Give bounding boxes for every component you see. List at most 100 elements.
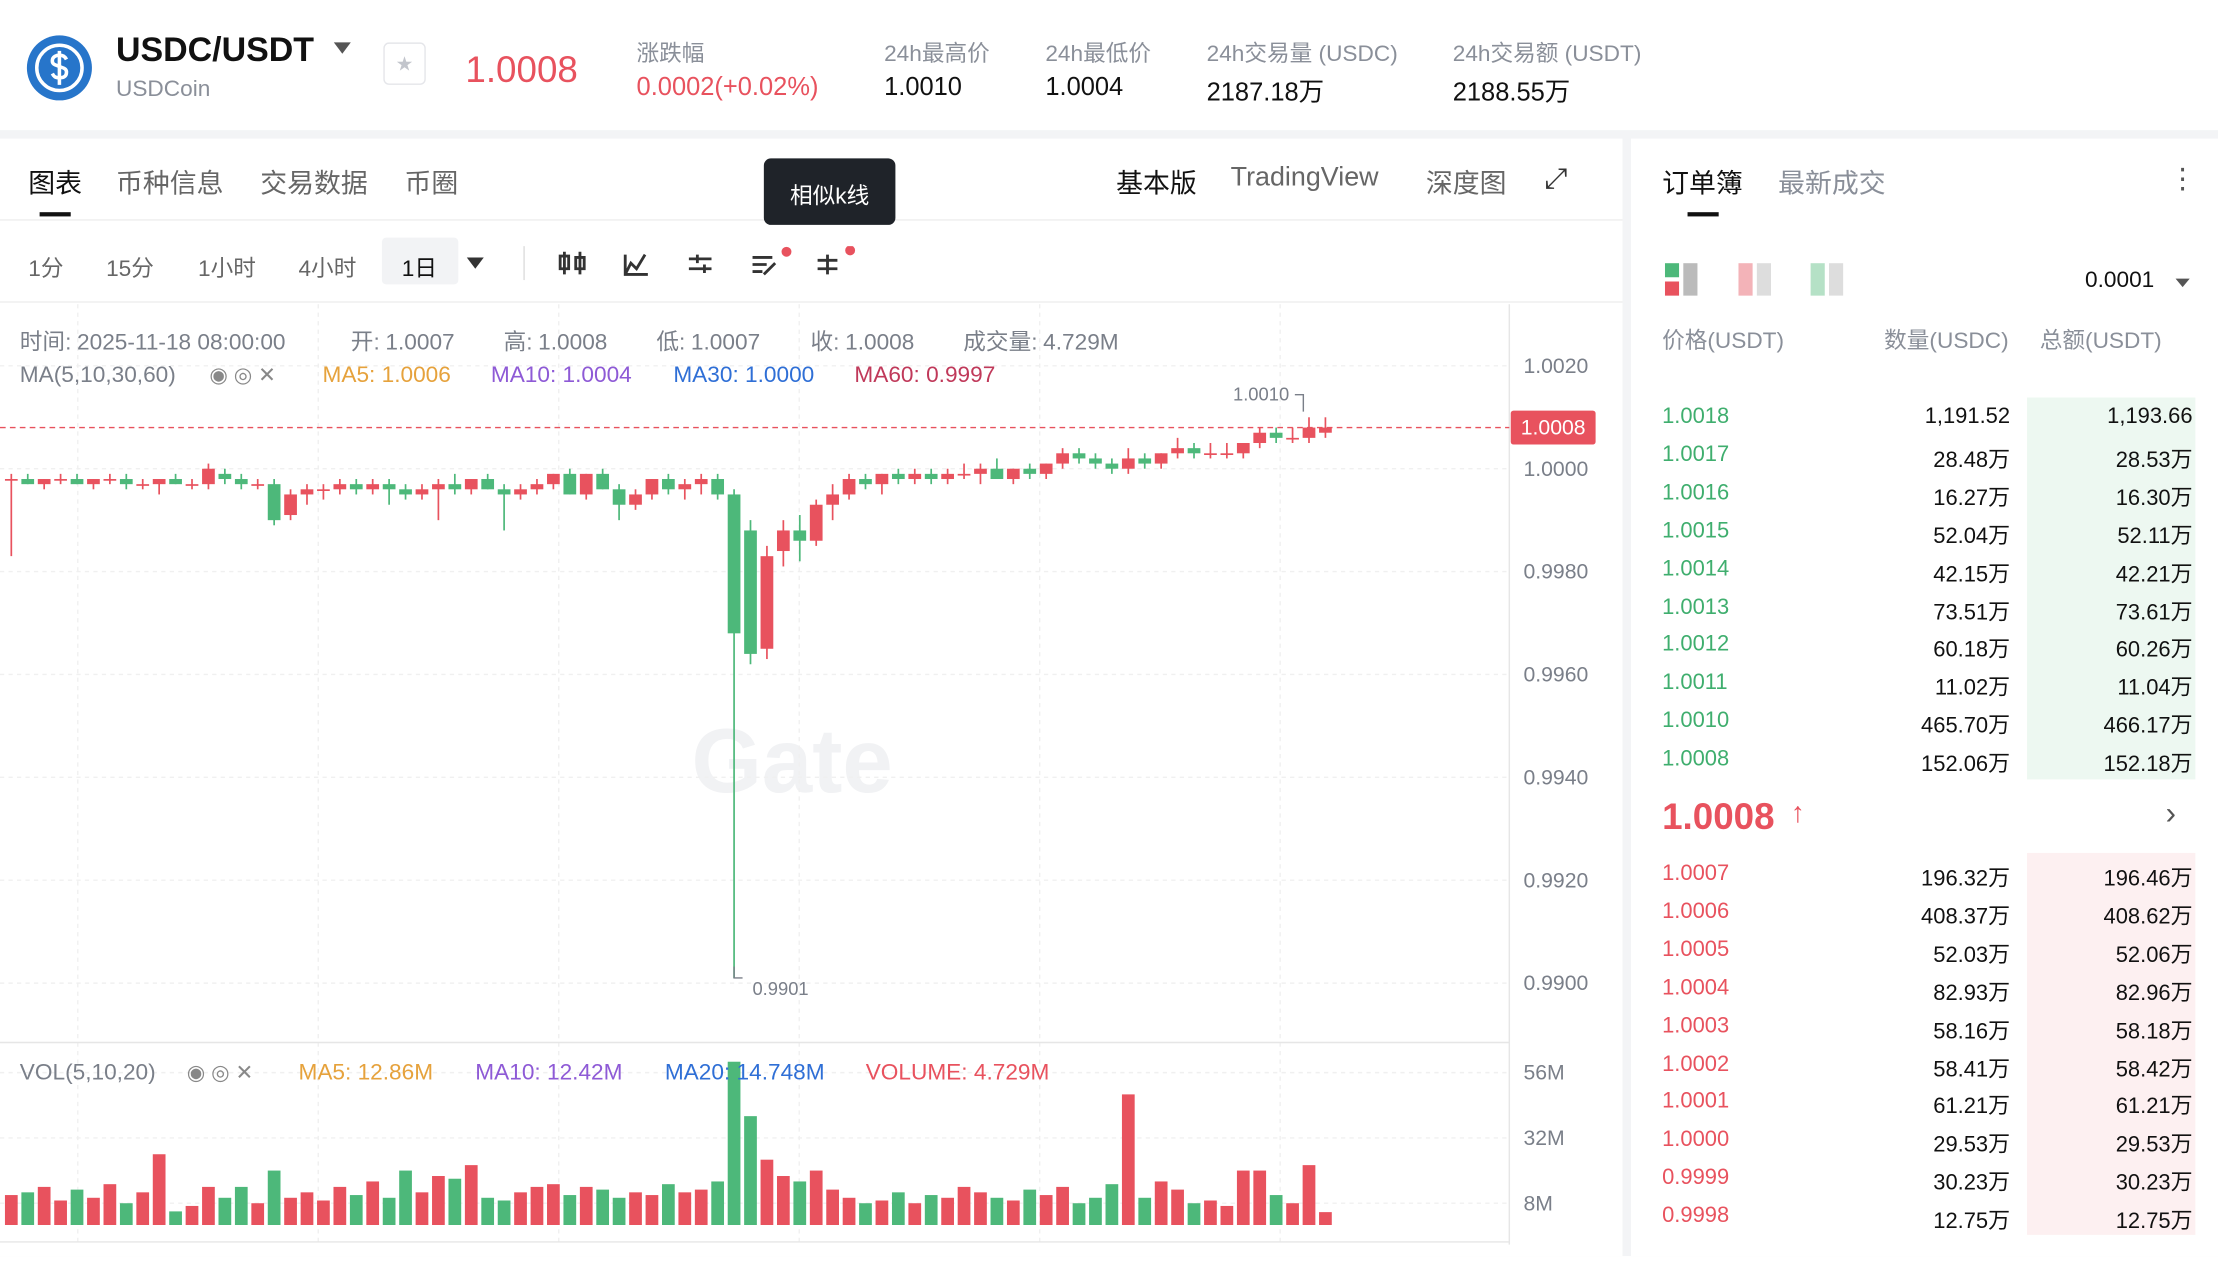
watermark: Gate xyxy=(692,711,893,812)
volume-bar xyxy=(1138,1197,1152,1225)
volume-bar xyxy=(481,1197,495,1225)
view-option[interactable]: TradingView xyxy=(1230,162,1379,193)
candle-body xyxy=(333,484,347,490)
volume-bar xyxy=(87,1197,100,1225)
volume-bar xyxy=(547,1184,560,1225)
ob-total: 52.06万 xyxy=(2115,943,2193,968)
volume-bar xyxy=(1236,1170,1250,1225)
candle-body xyxy=(694,479,708,485)
volume-bar xyxy=(1039,1195,1053,1225)
volume-bar xyxy=(251,1203,265,1225)
tab[interactable]: 图表 xyxy=(28,169,83,200)
max-label: 1.0010 xyxy=(1233,383,1289,404)
more-button[interactable]: ⋮ xyxy=(2168,164,2197,196)
interval[interactable]: 1分 xyxy=(28,257,64,282)
info-label: 高: xyxy=(503,331,533,356)
stat-label: 24h交易量 (USDC) xyxy=(1206,42,1398,67)
volume-bar xyxy=(842,1197,856,1225)
ob-tab[interactable]: 订单簿 xyxy=(1662,169,1743,200)
candle-body xyxy=(547,473,560,485)
ob-tab[interactable]: 最新成交 xyxy=(1778,169,1886,200)
candle-body xyxy=(974,468,987,474)
vol-legend-item: MA5: 12.86M xyxy=(298,1060,434,1085)
stat-value: 1.0004 xyxy=(1045,72,1124,101)
candle-body xyxy=(1072,453,1086,459)
y-tick-label: 0.9940 xyxy=(1523,766,1588,789)
volume-bar xyxy=(1154,1181,1168,1225)
ob-total: 73.61万 xyxy=(2115,600,2193,625)
pair[interactable]: USDC/USDT xyxy=(115,31,315,70)
volume-bar xyxy=(744,1116,757,1225)
fullscreen-button[interactable]: ⤢ xyxy=(1544,164,1568,196)
favorite-button[interactable]: ★ xyxy=(383,42,426,85)
tool-icons[interactable] xyxy=(552,246,877,280)
candle-body xyxy=(1006,468,1020,480)
order-book: 订单簿 最新成交 ⋮ 0.0001 价格(USDT) 数量(USDC) 总额(U… xyxy=(1630,138,2218,1257)
interval-selected-bg xyxy=(381,237,459,285)
candle-body xyxy=(1236,443,1250,454)
info-label: 成交量: xyxy=(963,331,1038,356)
col-header: 数量(USDC) xyxy=(1884,329,2009,354)
candle-body xyxy=(612,489,626,505)
ob-row: 1.0002 58.41万 58.42万 xyxy=(1631,1046,2218,1084)
info-label: 时间: xyxy=(19,331,72,356)
volume-bar xyxy=(1187,1203,1201,1225)
interval-dropdown[interactable] xyxy=(466,257,484,269)
ob-price: 1.0015 xyxy=(1662,518,1730,543)
view-icons[interactable] xyxy=(1664,263,1849,297)
ob-row: 1.0006 408.37万 408.62万 xyxy=(1631,894,2218,932)
ob-price: 1.0001 xyxy=(1662,1089,1730,1114)
y-tick-label: 0.9900 xyxy=(1523,972,1588,995)
volume-bar xyxy=(941,1197,954,1225)
volume-bar xyxy=(793,1181,807,1225)
ob-total: 196.46万 xyxy=(2103,867,2193,892)
volume-bar xyxy=(629,1192,642,1225)
last-price-tag xyxy=(1510,410,1596,445)
vol-legend-name: VOL(5,10,20) xyxy=(19,1060,156,1085)
interval[interactable]: 1日 xyxy=(401,257,437,282)
vol-legend-item: MA20: 14.748M xyxy=(664,1060,825,1085)
expand-button[interactable]: › xyxy=(2165,794,2177,831)
candle-body xyxy=(678,484,692,490)
legend-icons[interactable]: ◉ ◎ ✕ xyxy=(186,1060,254,1085)
volume-bar xyxy=(169,1211,182,1225)
info-item: 收: 1.0008 xyxy=(811,323,915,357)
precision[interactable]: 0.0001 xyxy=(2085,268,2155,293)
interval[interactable]: 4小时 xyxy=(298,257,357,282)
view-option[interactable]: 基本版 xyxy=(1116,169,1197,200)
tab[interactable]: 币圈 xyxy=(404,169,459,200)
precision-dropdown[interactable] xyxy=(2175,278,2190,288)
pair-dropdown[interactable] xyxy=(333,42,351,54)
volume-bar xyxy=(399,1170,412,1225)
ob-price: 1.0006 xyxy=(1662,899,1730,924)
volume-bar xyxy=(1220,1205,1234,1225)
tab[interactable]: 币种信息 xyxy=(115,169,224,200)
volume-bar xyxy=(1286,1203,1299,1225)
volume-bar xyxy=(694,1189,708,1225)
legend-icons[interactable]: ◉ ◎ ✕ xyxy=(209,363,276,388)
volume-bar xyxy=(202,1186,215,1225)
candle-body xyxy=(317,489,330,491)
candle-body xyxy=(809,504,823,541)
interval[interactable]: 15分 xyxy=(106,257,154,282)
volume-bar xyxy=(1253,1170,1267,1225)
candle-body xyxy=(776,530,790,552)
min-label: 0.9901 xyxy=(752,978,808,999)
ob-price: 1.0012 xyxy=(1662,632,1730,657)
view-option[interactable]: 深度图 xyxy=(1425,169,1507,200)
ob-total: 58.42万 xyxy=(2115,1057,2193,1082)
candle-body xyxy=(1286,437,1299,440)
candle-body xyxy=(234,479,248,485)
min-pointer xyxy=(733,966,743,979)
volume-bar xyxy=(1056,1186,1069,1225)
ob-row: 1.0016 16.27万 16.30万 xyxy=(1631,475,2218,513)
ob-amount: 12.75万 xyxy=(1933,1209,2011,1234)
candle-body xyxy=(579,473,593,495)
tab[interactable]: 交易数据 xyxy=(260,169,368,200)
interval[interactable]: 1小时 xyxy=(198,257,256,282)
volume-bar xyxy=(415,1192,429,1225)
ob-total: 42.21万 xyxy=(2115,562,2193,587)
candle-body xyxy=(382,484,396,490)
info-value: 1.0007 xyxy=(690,331,761,356)
